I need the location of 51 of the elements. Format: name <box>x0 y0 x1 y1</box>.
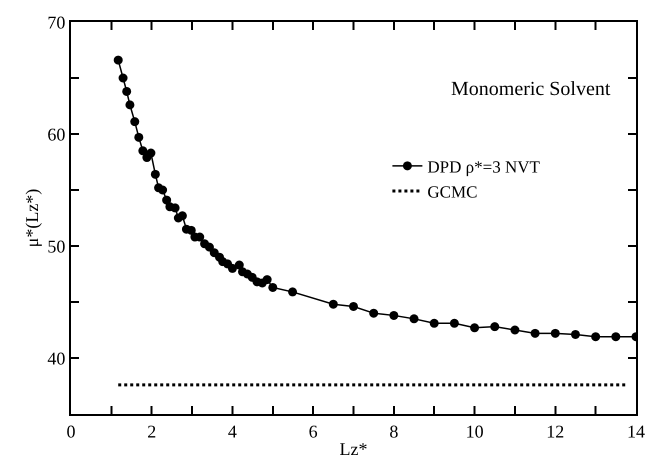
point <box>122 86 132 96</box>
point <box>134 132 144 142</box>
point <box>570 330 580 339</box>
point <box>369 308 378 318</box>
point <box>162 196 172 205</box>
point <box>328 300 338 309</box>
annotation: Monomeric Solvent <box>451 78 611 100</box>
point <box>170 203 180 212</box>
x-tick-label: 8 <box>389 422 398 442</box>
point <box>178 211 187 220</box>
point <box>389 310 398 320</box>
point <box>125 100 134 110</box>
point <box>114 56 123 65</box>
x-tick-label: 0 <box>66 422 76 442</box>
point <box>288 287 298 296</box>
point <box>410 314 419 324</box>
y-tick-label: 50 <box>47 236 66 256</box>
point <box>591 332 600 342</box>
x-tick-label: 12 <box>546 422 564 442</box>
point <box>470 323 480 332</box>
point <box>150 170 160 179</box>
point <box>550 328 560 338</box>
x-axis-title: Lz* <box>340 439 368 460</box>
point <box>158 186 168 194</box>
point <box>611 332 620 342</box>
y-axis-title: μ*(Lz*) <box>22 188 42 248</box>
y-tick-label: 70 <box>47 12 66 32</box>
point <box>234 260 244 270</box>
point <box>530 328 540 338</box>
point <box>204 242 214 252</box>
point <box>450 318 459 328</box>
y-tick-label: 60 <box>47 124 66 144</box>
legend-label: DPD ρ*=3 NVT <box>427 157 541 176</box>
point <box>262 275 272 284</box>
point <box>228 264 237 273</box>
x-tick-label: 10 <box>466 422 484 442</box>
x-tick-label: 2 <box>147 422 156 442</box>
point <box>130 117 140 126</box>
y-tick-label: 40 <box>47 348 66 368</box>
point <box>138 146 148 156</box>
point <box>510 326 520 334</box>
x-tick-label: 4 <box>228 422 237 442</box>
point <box>268 282 278 292</box>
x-tick-label: 14 <box>627 422 645 442</box>
point <box>430 318 439 328</box>
legend-label: GCMC <box>427 182 478 202</box>
point <box>146 148 156 158</box>
point <box>349 302 358 311</box>
x-tick-label: 6 <box>308 422 318 442</box>
point <box>118 74 128 82</box>
point <box>490 322 500 332</box>
